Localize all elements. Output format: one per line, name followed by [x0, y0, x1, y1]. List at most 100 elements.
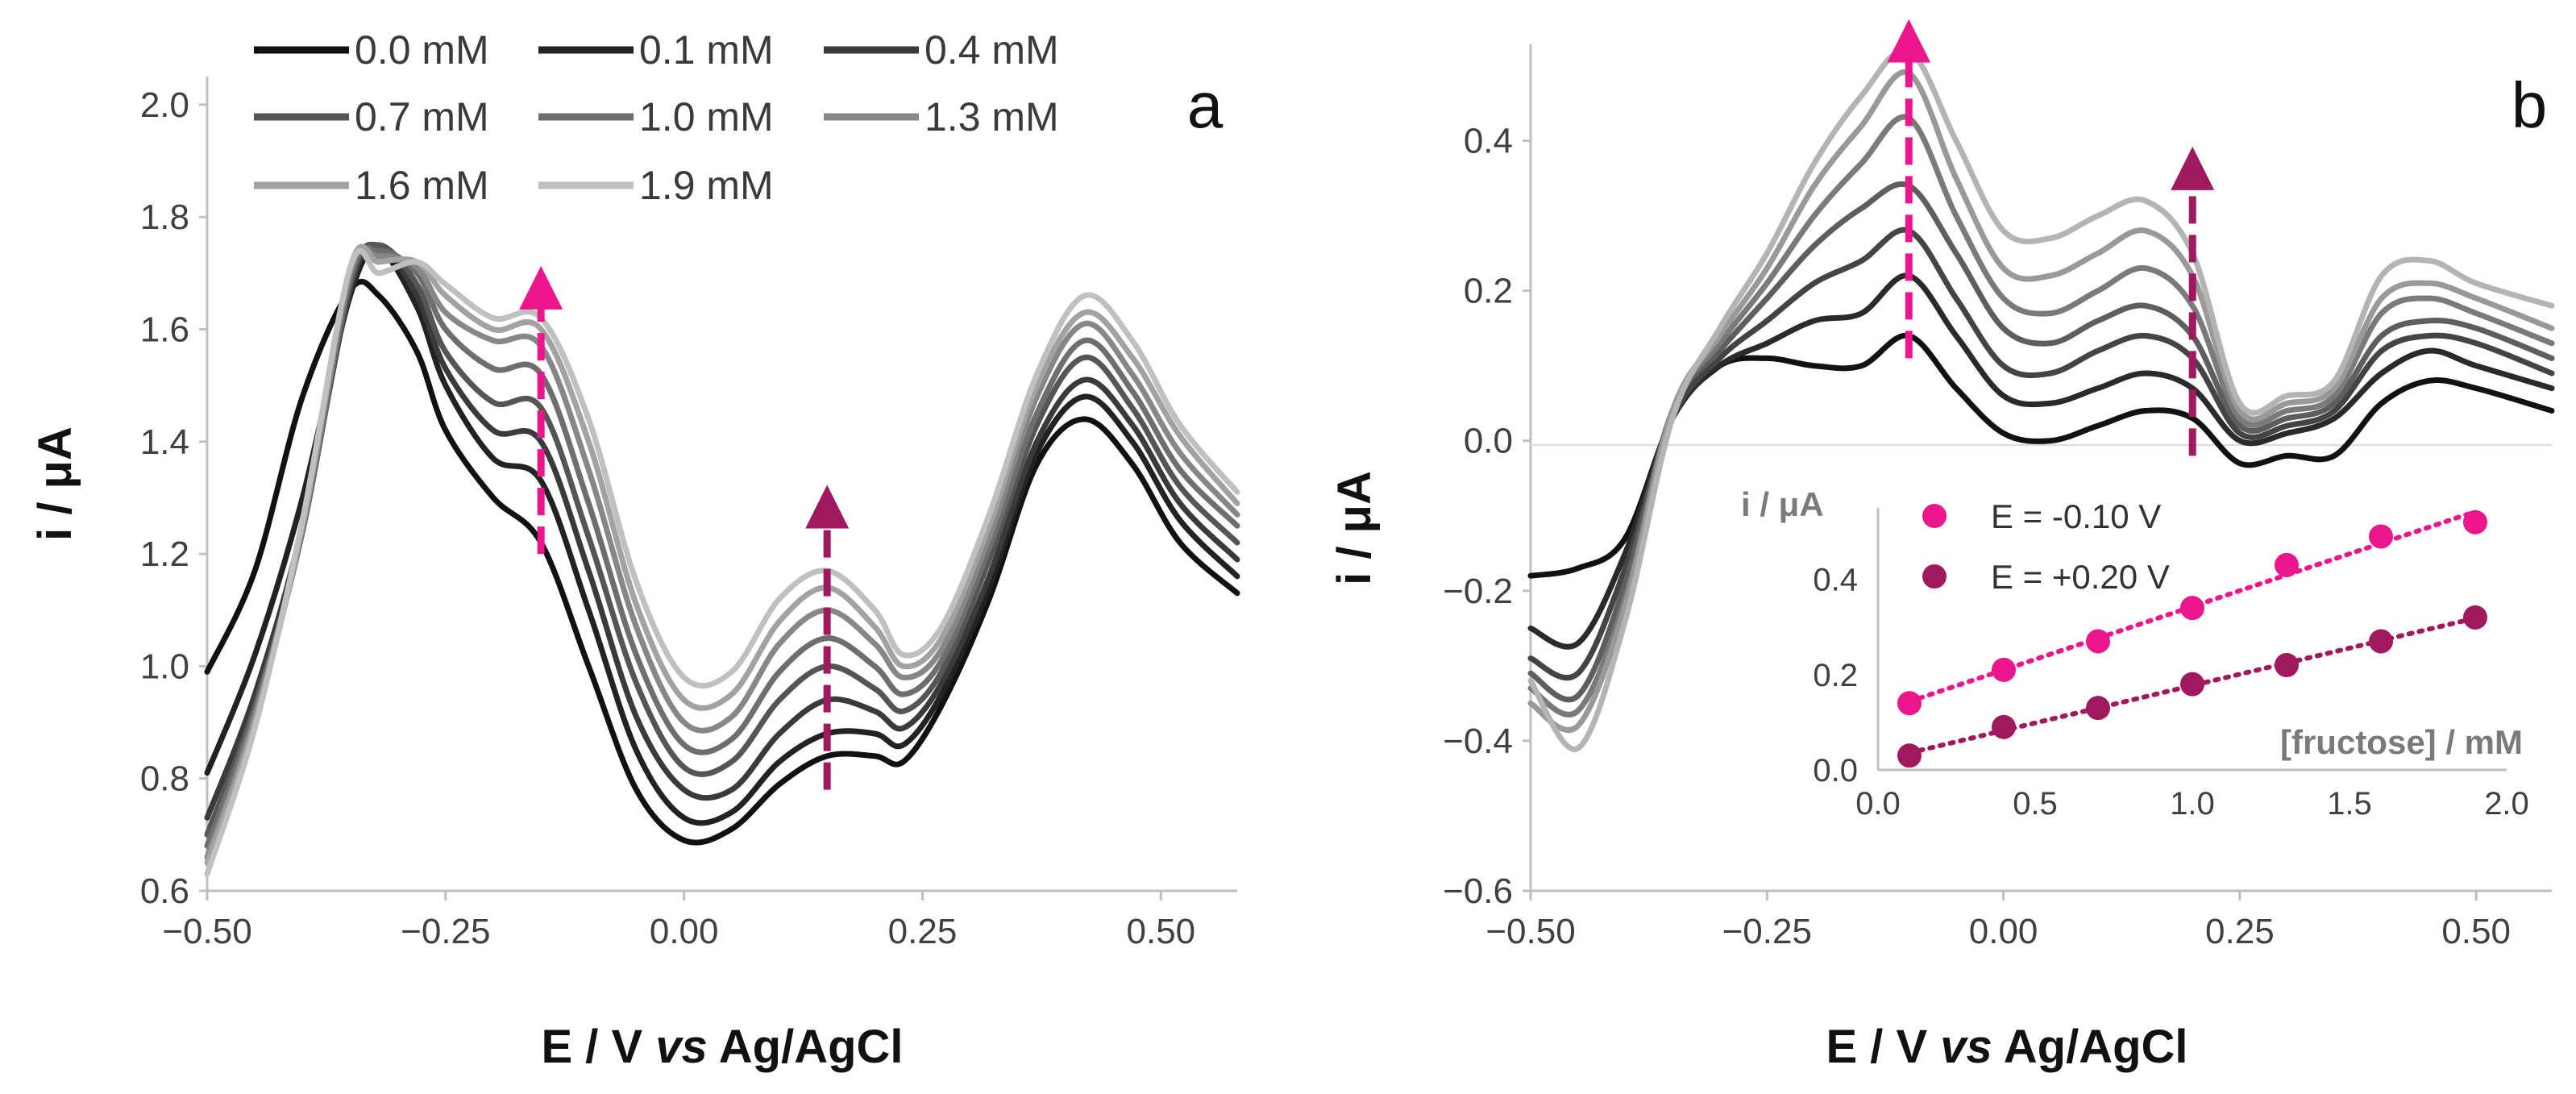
panel-a-x-title-part-1: E / V — [541, 1021, 655, 1073]
inset-legend-label: E = -0.10 V — [1991, 497, 2161, 535]
legend-label: 0.4 mM — [924, 27, 1059, 73]
panel-b-x-tick-label: 0.50 — [2441, 912, 2511, 951]
inset-legend-marker — [1922, 564, 1947, 589]
legend-item: 0.7 mM — [254, 94, 489, 139]
panel-b-y-tick-label: −0.6 — [1443, 871, 1513, 911]
panel-a-x-tick-label: −0.25 — [401, 912, 490, 951]
legend-label: 1.0 mM — [639, 94, 774, 139]
panel-a-y-tick-labels: 0.6 0.8 1.0 1.2 1.4 1.6 1.8 2.0 — [140, 85, 207, 911]
panel-a-arrows — [519, 265, 850, 790]
legend-item: 1.3 mM — [824, 94, 1059, 139]
legend-label: 1.6 mM — [355, 163, 489, 208]
inset-x-axis-title: [fructose] / mM — [2280, 723, 2523, 761]
panel-a-letter: a — [1187, 69, 1224, 141]
inset-legend: E = -0.10 V E = +0.20 V — [1922, 497, 2170, 596]
inset-data-point — [1992, 657, 2016, 682]
inset-data-point — [2180, 596, 2204, 621]
panel-b-inset-chart: 0.0 0.2 0.4 0.0 0.5 1.0 1.5 2.0 i / μA [fructo… — [1741, 472, 2551, 822]
inset-data-point — [1992, 714, 2016, 739]
panel-b-letter: b — [2512, 69, 2548, 141]
panel-a-series-line-0-0-mM — [204, 278, 1240, 846]
panel-a-y-tick-label: 1.0 — [140, 647, 189, 686]
panel-b-x-title-part-1: E / V — [1826, 1021, 1940, 1073]
panel-a-y-tick-label: 1.4 — [140, 422, 189, 462]
inset-legend-marker — [1922, 504, 1947, 528]
panel-b-arrows — [1887, 19, 2215, 456]
inset-data-point — [1897, 743, 1922, 768]
legend-item: 1.9 mM — [538, 163, 774, 208]
inset-x-tick-labels: 0.0 0.5 1.0 1.5 2.0 — [1855, 786, 2529, 822]
inset-x-tick-label: 1.0 — [2170, 786, 2215, 822]
panel-b-y-tick-labels: −0.6 −0.4 −0.2 0.0 0.2 0.4 — [1443, 122, 1531, 911]
panel-a-y-tick-label: 0.6 — [140, 871, 189, 911]
panel-a-x-axis-title: E / V vs Ag/AgCl — [541, 1021, 903, 1073]
panel-a-series-line-1-9-mM — [204, 248, 1240, 877]
inset-data-point — [2463, 510, 2487, 535]
legend-label: 1.9 mM — [639, 163, 774, 208]
legend-label: 0.0 mM — [355, 27, 489, 73]
legend-label: 1.3 mM — [924, 94, 1059, 139]
panel-a-x-tick-label: 0.25 — [888, 912, 958, 951]
panel-a-y-tick-label: 1.2 — [140, 535, 189, 574]
inset-legend-item: E = -0.10 V — [1922, 497, 2161, 535]
panel-b-y-tick-label: 0.4 — [1464, 122, 1513, 161]
inset-legend-item: E = +0.20 V — [1922, 558, 2170, 596]
inset-data-point — [2086, 629, 2110, 654]
legend-item: 0.1 mM — [538, 27, 774, 73]
panel-a-series-line-0-1-mM — [204, 248, 1240, 826]
panel-b-chart: −0.6 −0.4 −0.2 0.0 0.2 0.4 −0.50 −0.25 0.00 0.25… — [1328, 19, 2555, 1073]
panel-a-y-tick-label: 2.0 — [140, 85, 189, 125]
panel-a-y-axis-title: i / μA — [29, 426, 81, 541]
inset-data-point — [2275, 552, 2299, 577]
panel-b-x-tick-label: −0.50 — [1485, 912, 1575, 951]
inset-data-point — [2369, 629, 2393, 654]
panel-b-y-tick-label: 0.2 — [1464, 272, 1513, 311]
panel-a-x-tick-label: 0.00 — [650, 912, 719, 951]
panel-b-x-tick-label: 0.00 — [1969, 912, 2038, 951]
panel-a-y-tick-label: 1.6 — [140, 310, 189, 349]
panel-b-y-tick-label: −0.4 — [1443, 722, 1513, 761]
panel-b-series-line-1-9-mM — [1527, 47, 2555, 752]
inset-data-point — [2463, 605, 2487, 630]
inset-y-tick-label: 0.4 — [1813, 563, 1858, 598]
panel-b-series — [1527, 47, 2555, 752]
inset-x-tick-label: 0.5 — [2013, 786, 2058, 822]
panel-a-series-line-1-0-mM — [204, 244, 1240, 849]
legend-item: 0.0 mM — [254, 27, 489, 73]
panel-b-x-axis-title: E / V vs Ag/AgCl — [1826, 1021, 2188, 1073]
panel-b-x-title-part-2: vs — [1940, 1021, 1992, 1073]
inset-data-point — [2180, 672, 2204, 697]
legend-label: 0.7 mM — [355, 94, 489, 139]
inset-data-point — [2086, 696, 2110, 721]
inset-data-point — [2275, 653, 2299, 677]
legend-item: 1.0 mM — [538, 94, 774, 139]
inset-series — [1897, 509, 2487, 768]
inset-x-tick-label: 0.0 — [1855, 786, 1901, 822]
panel-b-y-tick-label: 0.0 — [1464, 422, 1513, 461]
panel-a-x-title-part-2: vs — [655, 1021, 708, 1073]
panel-a-series — [204, 241, 1240, 877]
panel-a-x-tick-label: 0.50 — [1127, 912, 1196, 951]
inset-y-tick-label: 0.0 — [1813, 753, 1858, 788]
panel-b-y-tick-label: −0.2 — [1443, 572, 1513, 611]
inset-y-axis-title: i / μA — [1741, 485, 1824, 523]
panel-a-x-tick-label: −0.50 — [162, 912, 251, 951]
panel-a-y-tick-label: 1.8 — [140, 198, 189, 237]
panel-b-x-title-part-3: Ag/AgCl — [1992, 1021, 2188, 1073]
panel-a-x-tick-labels: −0.50 −0.25 0.00 0.25 0.50 — [162, 891, 1195, 951]
inset-y-tick-labels: 0.0 0.2 0.4 — [1813, 563, 1858, 788]
legend-item: 1.6 mM — [254, 163, 489, 208]
panel-a-series-line-0-4-mM — [204, 242, 1240, 821]
panel-b-y-axis-title: i / μA — [1328, 471, 1381, 585]
panel-a-y-tick-label: 0.8 — [140, 759, 189, 799]
inset-y-tick-label: 0.2 — [1813, 658, 1858, 693]
panel-a-legend: 0.0 mM 0.1 mM 0.4 mM 0.7 mM 1.0 mM 1.3 mM 1.6 … — [254, 27, 1059, 208]
inset-data-point — [2369, 524, 2393, 549]
panel-b-x-tick-label: 0.25 — [2205, 912, 2275, 951]
panel-b-x-tick-labels: −0.50 −0.25 0.00 0.25 0.50 — [1485, 891, 2511, 951]
panel-a-x-title-part-3: Ag/AgCl — [708, 1021, 904, 1073]
legend-item: 0.4 mM — [824, 27, 1059, 73]
inset-x-tick-label: 1.5 — [2327, 786, 2372, 822]
inset-data-point — [1897, 691, 1922, 716]
panel-b-x-tick-label: −0.25 — [1722, 912, 1812, 951]
